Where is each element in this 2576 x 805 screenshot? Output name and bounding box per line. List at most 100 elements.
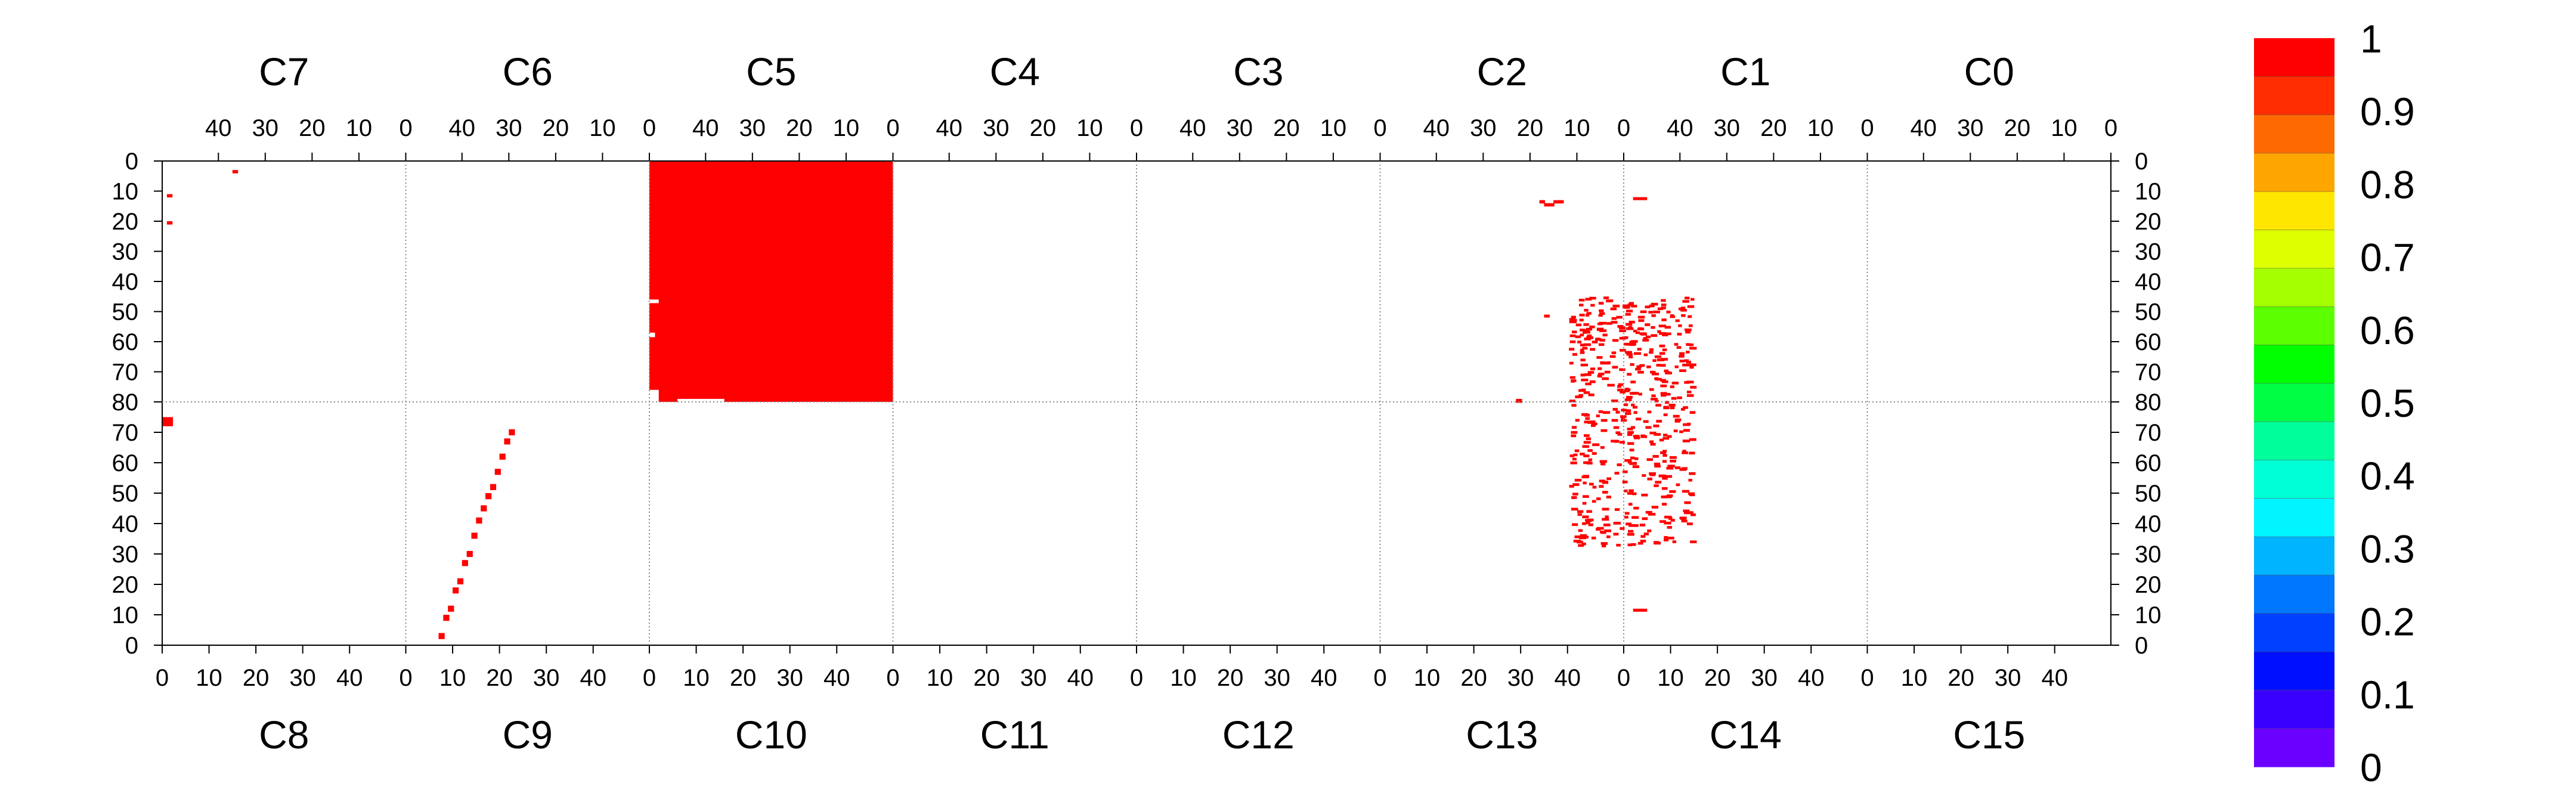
panel-label-C2: C2 bbox=[1477, 49, 1527, 94]
hit-C2-3 bbox=[1544, 203, 1550, 207]
scatter-bot-171 bbox=[1622, 470, 1628, 473]
scatter-top-198 bbox=[1666, 310, 1671, 314]
scatter-top-105 bbox=[1606, 322, 1612, 325]
scatter-bot-120 bbox=[1689, 438, 1696, 441]
scatter-top-173 bbox=[1660, 384, 1667, 388]
scatter-top-256 bbox=[1631, 392, 1639, 395]
scatter-top-223 bbox=[1638, 327, 1643, 330]
scatter-top-180 bbox=[1610, 307, 1617, 311]
scatter-top-84 bbox=[1677, 396, 1682, 400]
scatter-top-98 bbox=[1661, 394, 1667, 397]
scatter-top-114 bbox=[1638, 392, 1642, 396]
scatter-top-190 bbox=[1612, 366, 1618, 369]
scatter-top-174 bbox=[1652, 359, 1657, 362]
scatter-top-56 bbox=[1624, 398, 1632, 401]
scatter-top-259 bbox=[1649, 351, 1654, 354]
scatter-top-166 bbox=[1665, 332, 1671, 336]
scatter-bot-256 bbox=[1682, 451, 1689, 454]
scatter-top-128 bbox=[1626, 323, 1633, 326]
tick-label-top-x: 30 bbox=[1714, 115, 1741, 141]
scatter-bot-144 bbox=[1649, 472, 1656, 475]
scatter-top-246 bbox=[1572, 318, 1577, 322]
scatter-bot-17 bbox=[1578, 544, 1584, 547]
scatter-top-189 bbox=[1665, 371, 1672, 374]
scatter-top-193 bbox=[1655, 400, 1659, 402]
tick-label-right-y: 60 bbox=[2135, 329, 2162, 355]
scatter-bot-87 bbox=[1571, 434, 1577, 438]
scatter-bot-39 bbox=[1570, 462, 1577, 465]
scatter-bot-242 bbox=[1602, 481, 1609, 484]
scatter-top-43 bbox=[1585, 314, 1590, 317]
scatter-bot-81 bbox=[1682, 450, 1686, 453]
scatter-bot-185 bbox=[1667, 536, 1674, 540]
scatter-top-254 bbox=[1581, 388, 1586, 392]
tick-label-bottom-x: 0 bbox=[1373, 665, 1386, 691]
tick-label-right-y: 0 bbox=[2135, 633, 2148, 659]
scatter-top-101 bbox=[1598, 302, 1604, 305]
scatter-bot-53 bbox=[1649, 440, 1654, 444]
scatter-top-251 bbox=[1651, 302, 1658, 306]
panel-label-C14: C14 bbox=[1710, 713, 1782, 757]
scatter-bot-148 bbox=[1620, 441, 1625, 444]
scatter-bot-208 bbox=[1654, 462, 1660, 466]
scatter-bot-246 bbox=[1584, 420, 1592, 424]
scatter-top-116 bbox=[1645, 335, 1651, 339]
scatter-top-58 bbox=[1664, 392, 1671, 396]
scatter-bot-58 bbox=[1613, 426, 1620, 429]
scatter-bot-254 bbox=[1615, 411, 1620, 414]
scatter-bot-66 bbox=[1582, 522, 1587, 525]
scatter-top-20 bbox=[1685, 330, 1691, 334]
tick-label-right-y: 20 bbox=[2135, 572, 2162, 598]
tick-label-left-y: 60 bbox=[112, 329, 139, 355]
scatter-top-157 bbox=[1583, 323, 1589, 326]
scatter-bot-157 bbox=[1643, 532, 1649, 535]
tick-label-top-x: 40 bbox=[1667, 115, 1693, 141]
scatter-top-230 bbox=[1581, 378, 1589, 382]
scatter-bot-251 bbox=[1600, 531, 1606, 534]
scatter-bot-104 bbox=[1571, 426, 1577, 429]
tick-label-bottom-x: 40 bbox=[580, 665, 606, 691]
scatter-bot-153 bbox=[1622, 480, 1628, 484]
scatter-bot-113 bbox=[1646, 458, 1653, 461]
scatter-bot-253 bbox=[1577, 510, 1584, 513]
scatter-top-95 bbox=[1659, 352, 1665, 355]
scatter-top-155 bbox=[1690, 298, 1695, 301]
scatter-bot-92 bbox=[1659, 520, 1666, 523]
panel-label-C7: C7 bbox=[259, 49, 309, 94]
scatter-top-160 bbox=[1684, 328, 1692, 332]
scatter-bot-48 bbox=[1688, 478, 1692, 482]
colorbar-segment bbox=[2254, 575, 2334, 614]
scatter-bot-103 bbox=[1643, 420, 1649, 423]
scatter-bot-220 bbox=[1661, 496, 1667, 499]
scatter-top-151 bbox=[1617, 385, 1621, 388]
scatter-bot-93 bbox=[1571, 431, 1578, 434]
colorbar-label: 0.5 bbox=[2360, 381, 2415, 425]
panel-label-C10: C10 bbox=[735, 713, 807, 757]
tick-label-bottom-x: 40 bbox=[2041, 665, 2068, 691]
tick-label-top-x: 30 bbox=[496, 115, 522, 141]
tick-label-bottom-x: 20 bbox=[1460, 665, 1487, 691]
scatter-bot-88 bbox=[1666, 466, 1674, 470]
scatter-top-24 bbox=[1602, 377, 1609, 380]
scatter-top-191 bbox=[1660, 392, 1667, 395]
tick-label-top-x: 10 bbox=[1563, 115, 1590, 141]
scatter-bot-34 bbox=[1680, 408, 1685, 411]
tick-label-left-y: 80 bbox=[112, 389, 139, 416]
scatter-bot-142 bbox=[1682, 490, 1690, 493]
scatter-top-97 bbox=[1586, 336, 1594, 339]
scatter-top-3 bbox=[1618, 326, 1626, 330]
scatter-bot-106 bbox=[1600, 462, 1606, 466]
scatter-top-91 bbox=[1640, 310, 1647, 314]
scatter-top-57 bbox=[1619, 349, 1626, 352]
scatter-top-161 bbox=[1650, 370, 1654, 374]
scatter-top-154 bbox=[1571, 315, 1576, 319]
scatter-bot-73 bbox=[1626, 409, 1631, 412]
scatter-top-5 bbox=[1597, 367, 1602, 370]
scatter-bot-21 bbox=[1631, 543, 1636, 546]
tick-label-bottom-x: 40 bbox=[1554, 665, 1581, 691]
scatter-top-11 bbox=[1689, 343, 1694, 346]
scatter-bot-169 bbox=[1640, 434, 1646, 438]
hit-C9-6 bbox=[466, 550, 473, 558]
scatter-top-118 bbox=[1652, 371, 1656, 374]
scatter-bot-176 bbox=[1654, 433, 1661, 436]
